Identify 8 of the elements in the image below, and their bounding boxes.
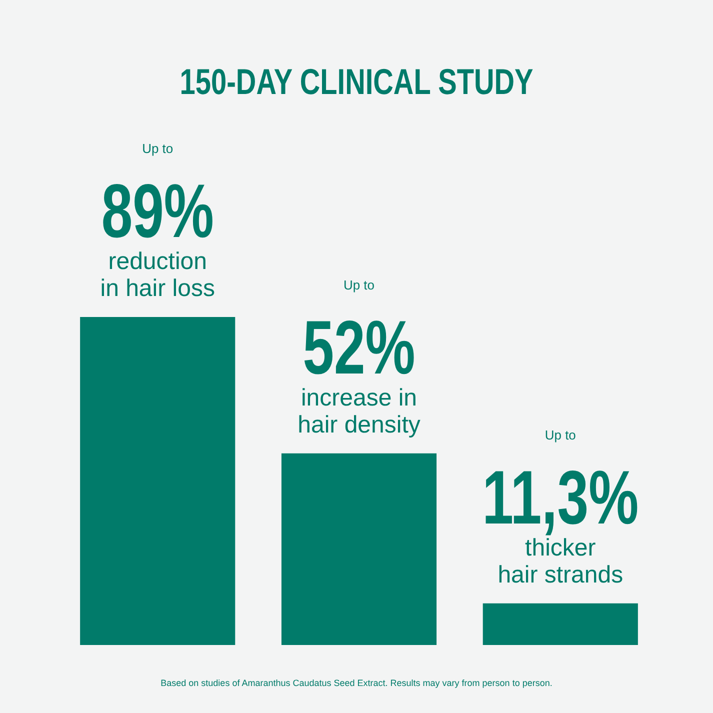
annotation: Up to <box>544 427 576 442</box>
text: Up to <box>343 277 375 292</box>
x-tick-label: reduction in hair loss <box>100 248 215 302</box>
x-tick-label: thicker hair strands <box>498 534 624 588</box>
chart-title: 150-DAY CLINICAL STUDY <box>180 62 534 102</box>
text: Up to <box>142 141 174 156</box>
x-tick-label: increase in hair density <box>298 384 420 438</box>
text: Based on studies of Amaranthus Caudatus Seed Extract. Results may vary from person to person. <box>160 678 552 688</box>
